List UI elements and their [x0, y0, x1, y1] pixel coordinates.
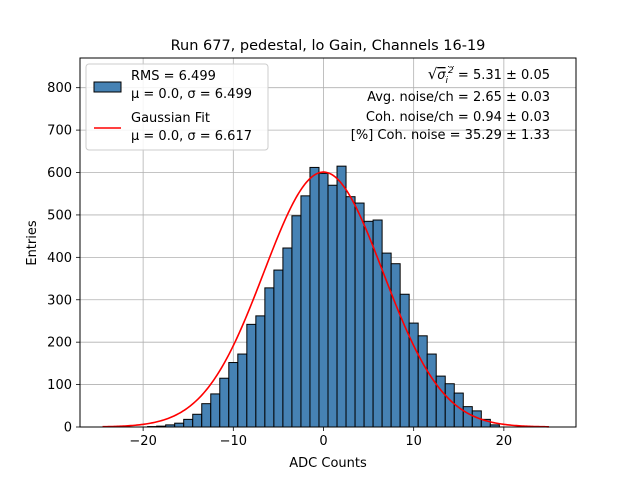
x-axis-ticks: −20 −10 0 10 20: [129, 427, 512, 449]
legend-fit-line2: μ = 0.0, σ = 6.617: [131, 129, 252, 144]
annotation-avg-noise: Avg. noise/ch = 2.65 ± 0.03: [367, 90, 550, 105]
histogram-bar: [219, 377, 230, 428]
plot-frame: [79, 57, 577, 428]
y-axis-label: Entries: [25, 220, 40, 266]
chart-title: Run 677, pedestal, lo Gain, Channels 16-…: [171, 38, 486, 54]
y-tick-label: 200: [47, 336, 72, 351]
histogram-bar: [354, 202, 365, 428]
legend-frame: [85, 63, 269, 151]
histogram-bar: [426, 353, 437, 428]
histogram-bar: [228, 362, 239, 428]
legend-histogram-line2: μ = 0.0, σ = 6.499: [131, 87, 252, 102]
histogram-bar: [183, 418, 194, 428]
x-tick-label: 0: [319, 434, 327, 449]
y-tick-label: 600: [47, 166, 72, 181]
y-axis-ticks: 0 100 200 300 400 500 600 700 800: [47, 81, 80, 436]
annotation-sigma-value: = 5.31 ± 0.05: [454, 68, 550, 83]
legend-patch-histogram: [93, 81, 122, 93]
legend: RMS = 6.499 μ = 0.0, σ = 6.499 Gaussian …: [85, 63, 269, 151]
histogram-bar: [363, 220, 374, 428]
histogram-bar: [345, 196, 356, 428]
y-tick-label: 400: [47, 251, 72, 266]
histogram-bar: [444, 383, 455, 428]
histogram-bar: [273, 269, 284, 428]
histogram-bar: [417, 335, 428, 428]
histogram-bar: [435, 375, 446, 428]
legend-fit-line1: Gaussian Fit: [131, 111, 210, 126]
histogram-bar: [237, 353, 248, 428]
histogram-bar: [462, 406, 473, 428]
y-tick-label: 0: [64, 421, 72, 436]
legend-histogram-line1: RMS = 6.499: [131, 69, 216, 84]
x-tick-label: −20: [129, 434, 156, 449]
histogram-bar: [327, 184, 338, 428]
annotation-coh-noise: Coh. noise/ch = 0.94 ± 0.03: [366, 110, 550, 125]
histogram-bar: [282, 247, 293, 428]
sqrt-symbol: √: [428, 65, 438, 83]
x-tick-label: 20: [496, 434, 513, 449]
x-axis-label: ADC Counts: [289, 456, 367, 471]
x-tick-label: 10: [405, 434, 422, 449]
gaussian-fit-curve: [102, 171, 549, 428]
histogram-bar: [174, 422, 185, 428]
histogram-bar: [318, 172, 329, 428]
histogram-bar: [201, 403, 212, 428]
histogram-bar: [309, 166, 320, 428]
histogram-bar: [192, 413, 203, 428]
histogram-bar: [300, 195, 311, 428]
histogram-bar: [255, 315, 266, 428]
y-tick-label: 800: [47, 81, 72, 96]
x-tick-label: −10: [220, 434, 247, 449]
histogram-bar: [399, 293, 410, 428]
histogram-bar: [264, 287, 275, 428]
histogram-bar: [291, 215, 302, 428]
noise-annotations: √σi2 = 5.31 ± 0.05 Avg. noise/ch = 2.65 …: [351, 65, 550, 143]
histogram-bar: [246, 323, 257, 428]
y-tick-label: 700: [47, 124, 72, 139]
histogram-bar: [336, 165, 347, 428]
y-tick-label: 300: [47, 293, 72, 308]
histogram-bar: [210, 393, 221, 428]
histogram-bar: [390, 263, 401, 428]
annotation-coh-noise-percent: [%] Coh. noise = 35.29 ± 1.33: [351, 128, 550, 143]
y-tick-label: 500: [47, 208, 72, 223]
y-tick-label: 100: [47, 378, 72, 393]
